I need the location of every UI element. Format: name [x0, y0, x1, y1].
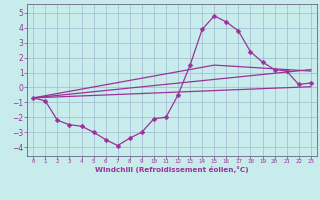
X-axis label: Windchill (Refroidissement éolien,°C): Windchill (Refroidissement éolien,°C) — [95, 166, 249, 173]
